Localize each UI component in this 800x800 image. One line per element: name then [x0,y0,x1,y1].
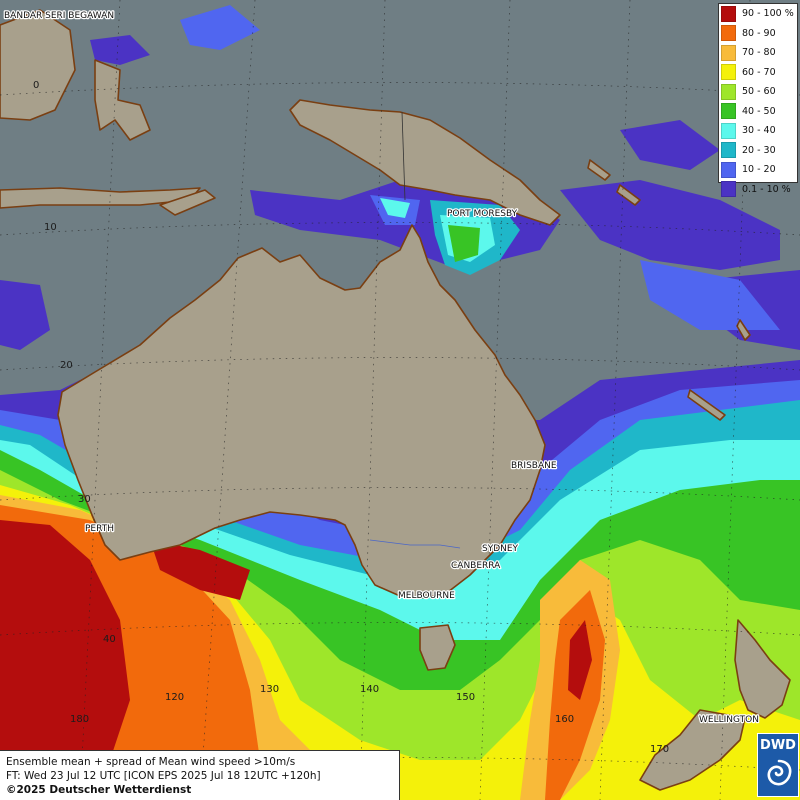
legend-item: 80 - 90 [719,24,797,44]
info-box: Ensemble mean + spread of Mean wind spee… [0,750,400,800]
copyright-text: ©2025 Deutscher Wetterdienst [6,784,192,796]
legend-swatch [721,25,736,42]
legend-item: 0.1 - 10 % [719,180,797,200]
legend-swatch [721,142,736,159]
legend-item: 50 - 60 [719,82,797,102]
legend-label: 90 - 100 % [742,8,794,20]
lat-label-40: 40 [103,634,116,645]
legend-swatch [721,181,736,198]
lat-label-20: 20 [60,360,73,371]
city-port-moresby: PORT MORESBY [447,209,518,219]
legend: 90 - 100 % 80 - 90 70 - 80 60 - 70 50 - 60 40… [718,3,798,198]
river [369,539,461,549]
png-border [401,111,406,201]
legend-item: 70 - 80 [719,43,797,63]
lat-label-30: 30 [78,494,91,505]
city-wellington: WELLINGTON [699,715,759,725]
legend-swatch [721,161,736,178]
city-perth: PERTH [85,524,114,534]
legend-item: 10 - 20 [719,160,797,180]
nz-south-island [639,709,746,791]
lon-label-160: 160 [555,714,574,725]
legend-swatch [721,44,736,61]
city-bandar-seri-begawan: BANDAR SERI BEGAWAN [4,11,114,21]
new-guinea-landmass [289,99,561,226]
legend-label: 70 - 80 [742,47,776,59]
land-masses [0,9,791,791]
info-title: Ensemble mean + spread of Mean wind spee… [6,756,296,768]
nz-north-island [734,619,791,719]
lon-label-130: 130 [260,684,279,695]
probability-field [0,5,800,800]
info-forecast-time: FT: Wed 23 Jul 12 UTC [ICON EPS 2025 Jul… [6,770,321,782]
dwd-logo: DWD [757,733,799,797]
lon-label-180: 180 [70,714,89,725]
lon-label-120: 120 [165,692,184,703]
city-brisbane: BRISBANE [511,461,557,471]
legend-swatch [721,122,736,139]
legend-label: 20 - 30 [742,144,776,156]
legend-swatch [721,64,736,81]
lat-label-10: 10 [44,222,57,233]
legend-swatch [721,103,736,120]
legend-item: 60 - 70 [719,63,797,83]
city-melbourne: MELBOURNE [398,591,455,601]
lon-label-150: 150 [456,692,475,703]
lat-label-0: 0 [33,80,39,91]
legend-label: 50 - 60 [742,86,776,98]
legend-item: 40 - 50 [719,102,797,122]
sulawesi-landmass [94,59,151,141]
lon-label-140: 140 [360,684,379,695]
legend-label: 0.1 - 10 % [742,183,791,195]
city-canberra: CANBERRA [451,561,501,571]
legend-swatch [721,83,736,100]
city-labels: BANDAR SERI BEGAWAN PORT MORESBY BRISBAN… [3,10,760,726]
australia-landmass [57,224,546,599]
grid-labels: 0 10 20 30 40 120 130 140 150 160 170 18… [33,80,669,755]
dwd-swirl-icon [767,759,792,786]
legend-swatch [721,5,736,22]
legend-label: 80 - 90 [742,27,776,39]
lon-label-170: 170 [650,744,669,755]
legend-label: 60 - 70 [742,66,776,78]
legend-item: 30 - 40 [719,121,797,141]
city-sydney: SYDNEY [482,544,519,554]
tasmania-landmass [419,624,456,671]
legend-item: 90 - 100 % [719,4,797,24]
dwd-logo-text: DWD [760,738,796,753]
legend-item: 20 - 30 [719,141,797,161]
legend-label: 30 - 40 [742,125,776,137]
legend-label: 10 - 20 [742,164,776,176]
borneo-landmass [0,9,76,121]
legend-label: 40 - 50 [742,105,776,117]
